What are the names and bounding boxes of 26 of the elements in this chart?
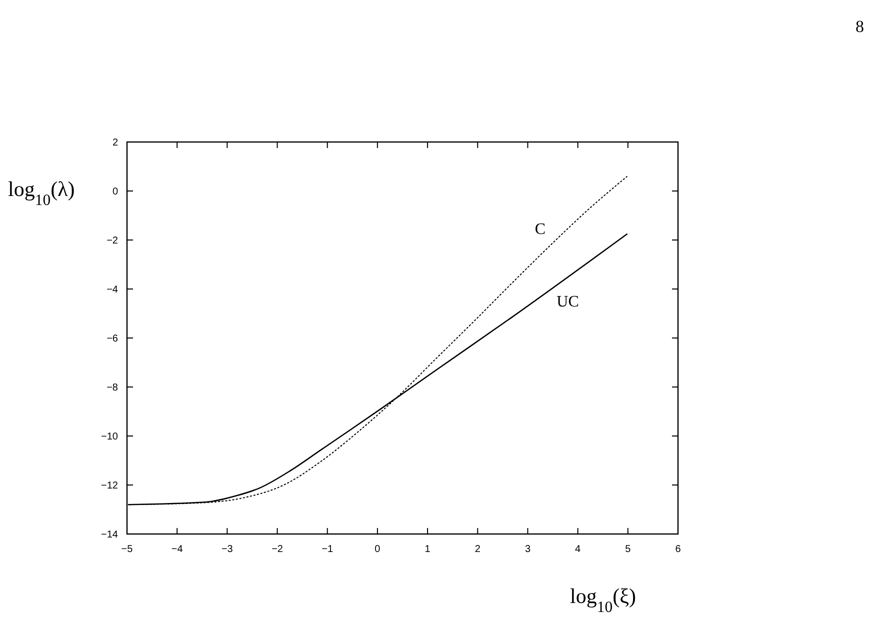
y-tick-label: 0 — [112, 186, 118, 198]
x-tick-label: 1 — [424, 544, 431, 555]
x-axis-title: log$_{10}$(ξ) — [570, 584, 636, 616]
series-label: C — [534, 220, 546, 238]
y-tick-label: −14 — [101, 530, 118, 540]
series-label: UC — [556, 294, 579, 311]
x-tick-label: −5 — [121, 544, 134, 555]
x-tick-label: 3 — [524, 544, 531, 555]
x-tick-label: −4 — [171, 544, 184, 555]
y-tick-label: −12 — [101, 480, 118, 492]
x-tick-label: 0 — [374, 544, 381, 555]
y-tick-label: −2 — [106, 236, 118, 246]
y-tick-label: −4 — [106, 284, 118, 296]
x-tick-label: 6 — [675, 544, 682, 555]
x-tick-label: 4 — [575, 544, 582, 555]
y-tick-label: −8 — [106, 382, 118, 394]
x-tick-label: −3 — [221, 544, 234, 555]
x-tick-label: 5 — [625, 544, 632, 555]
x-tick-label: −2 — [272, 544, 284, 555]
y-tick-label: −10 — [101, 432, 118, 442]
y-tick-label: −6 — [106, 334, 118, 344]
x-tick-label: −1 — [322, 544, 334, 555]
y-axis-title: log$_{10}$(λ) — [8, 177, 75, 208]
x-tick-label: 2 — [474, 544, 481, 555]
y-tick-label: 2 — [112, 138, 118, 148]
text: 8 — [856, 17, 864, 36]
